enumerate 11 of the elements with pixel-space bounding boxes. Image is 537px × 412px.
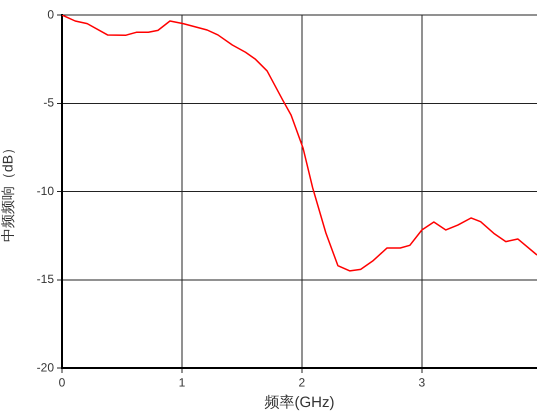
x-tick-label: 0 <box>58 376 66 390</box>
y-tick-label: -10 <box>36 184 54 198</box>
x-tick-label: 1 <box>178 376 186 390</box>
y-tick-label: 0 <box>47 7 54 22</box>
x-tick-label: 2 <box>298 376 306 390</box>
x-tick-label: 3 <box>418 376 426 390</box>
y-tick-label: -20 <box>36 360 54 374</box>
y-tick-label: -5 <box>43 96 54 110</box>
x-axis-title: 频率(GHz) <box>264 394 334 412</box>
y-tick-label: -15 <box>36 272 54 286</box>
y-axis-title: 中频频响（dB） <box>0 140 16 242</box>
